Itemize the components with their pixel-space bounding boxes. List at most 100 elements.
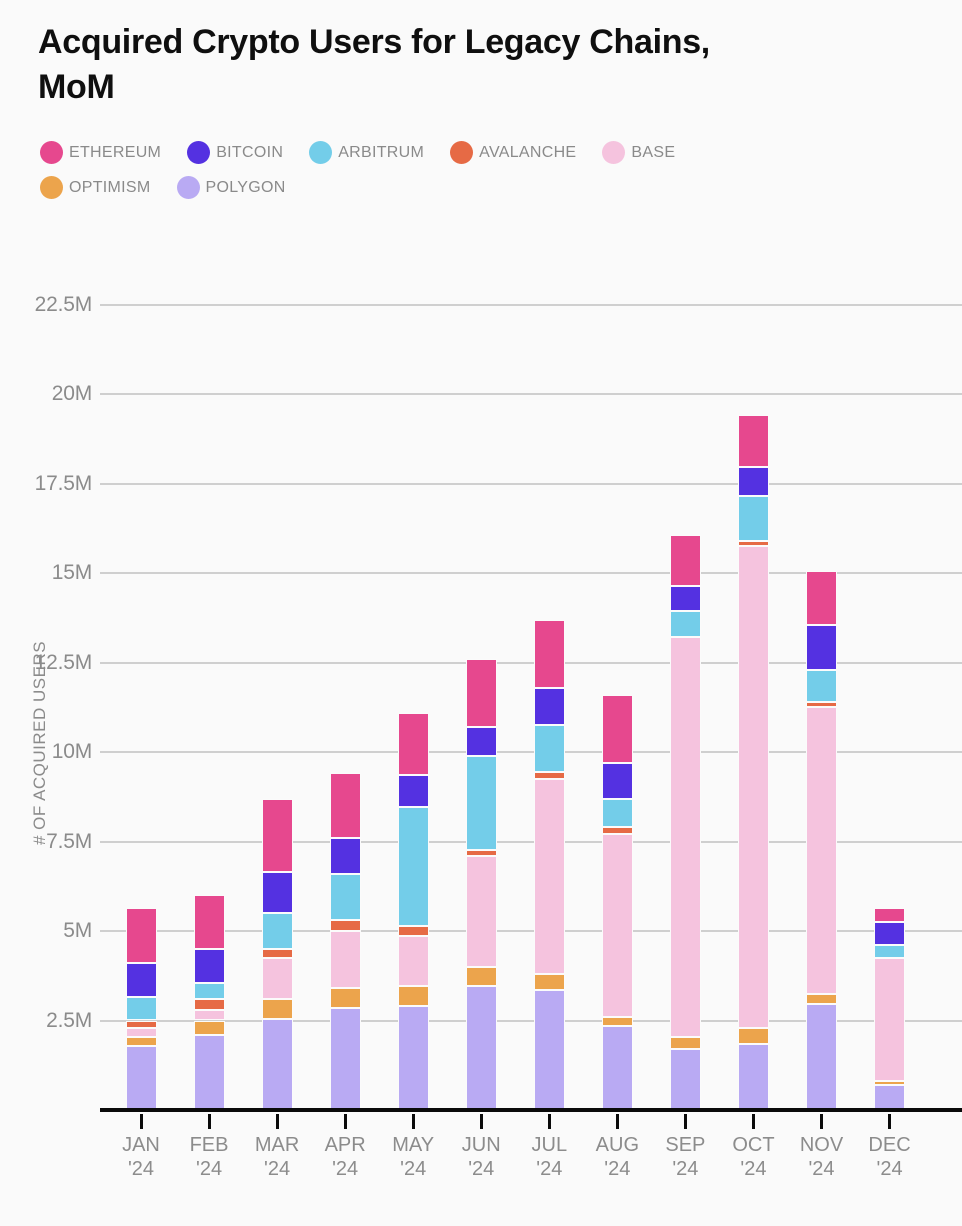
- bar-segment-polygon-oct[interactable]: [737, 1043, 769, 1110]
- x-tick: [683, 1114, 687, 1129]
- bar-segment-ethereum-jan[interactable]: [125, 907, 157, 964]
- bar-segment-avalanche-apr[interactable]: [329, 920, 361, 931]
- bar-segment-arbitrum-dec[interactable]: [874, 945, 906, 958]
- bar-segment-base-aug[interactable]: [601, 834, 633, 1017]
- bar-segment-avalanche-nov[interactable]: [806, 701, 837, 708]
- bar-segment-bitcoin-jul[interactable]: [533, 687, 565, 726]
- bar-segment-polygon-jan[interactable]: [125, 1045, 157, 1110]
- bar-segment-bitcoin-nov[interactable]: [806, 624, 837, 670]
- bar-segment-arbitrum-apr[interactable]: [329, 873, 361, 921]
- bar-segment-polygon-jun[interactable]: [465, 986, 497, 1110]
- bar-segment-ethereum-feb[interactable]: [193, 895, 225, 949]
- bar-segment-arbitrum-aug[interactable]: [601, 798, 633, 828]
- bar-segment-optimism-jul[interactable]: [533, 973, 565, 991]
- bar-segment-avalanche-jul[interactable]: [533, 771, 565, 779]
- bar-segment-bitcoin-mar[interactable]: [261, 871, 293, 914]
- bar-segment-base-sep[interactable]: [669, 637, 701, 1037]
- bar-segment-polygon-jul[interactable]: [533, 990, 565, 1110]
- legend-item-arbitrum[interactable]: ARBITRUM: [309, 141, 424, 164]
- bar-segment-polygon-may[interactable]: [397, 1006, 429, 1110]
- base-swatch-icon: [602, 141, 626, 164]
- bar-segment-optimism-feb[interactable]: [193, 1020, 225, 1035]
- bar-segment-ethereum-apr[interactable]: [329, 773, 361, 838]
- bar-segment-ethereum-jun[interactable]: [465, 658, 497, 727]
- y-tick-label: 5M: [63, 919, 92, 942]
- bar-segment-polygon-feb[interactable]: [193, 1034, 225, 1110]
- bar-segment-arbitrum-feb[interactable]: [193, 982, 225, 1000]
- bar-segment-ethereum-oct[interactable]: [737, 415, 769, 468]
- bar-segment-base-may[interactable]: [397, 936, 429, 987]
- bar-segment-optimism-sep[interactable]: [669, 1036, 701, 1050]
- bar-segment-base-nov[interactable]: [806, 707, 837, 994]
- bar-segment-base-jan[interactable]: [125, 1027, 157, 1037]
- bar-segment-bitcoin-may[interactable]: [397, 775, 429, 808]
- ethereum-swatch-icon: [40, 141, 63, 164]
- bar-segment-avalanche-mar[interactable]: [261, 948, 293, 958]
- y-tick-label: 12.5M: [34, 650, 93, 674]
- x-tick: [615, 1114, 619, 1129]
- bar-segment-ethereum-nov[interactable]: [806, 571, 837, 625]
- bar-segment-polygon-aug[interactable]: [601, 1025, 633, 1110]
- bar-segment-optimism-jan[interactable]: [125, 1036, 157, 1046]
- y-tick-label: 10M: [51, 740, 92, 763]
- legend-item-polygon[interactable]: POLYGON: [176, 176, 286, 199]
- bar-segment-optimism-aug[interactable]: [601, 1016, 633, 1026]
- bar-segment-arbitrum-may[interactable]: [397, 807, 429, 926]
- bar-segment-bitcoin-dec[interactable]: [874, 922, 906, 946]
- bar-segment-polygon-sep[interactable]: [669, 1049, 701, 1110]
- bar-segment-ethereum-sep[interactable]: [669, 535, 701, 586]
- bar-segment-avalanche-aug[interactable]: [601, 827, 633, 835]
- gridline-15m: [100, 572, 962, 574]
- bar-segment-base-dec[interactable]: [874, 957, 906, 1082]
- bar-segment-avalanche-may[interactable]: [397, 925, 429, 937]
- bitcoin-swatch-icon: [187, 141, 211, 164]
- bar-segment-ethereum-aug[interactable]: [601, 694, 633, 763]
- bar-segment-base-apr[interactable]: [329, 931, 361, 989]
- bar-segment-base-jul[interactable]: [533, 778, 565, 974]
- bar-segment-optimism-may[interactable]: [397, 986, 429, 1007]
- x-tick: [820, 1114, 823, 1129]
- bar-segment-arbitrum-jan[interactable]: [125, 997, 157, 1021]
- bar-segment-arbitrum-nov[interactable]: [806, 669, 837, 702]
- bar-segment-ethereum-jul[interactable]: [533, 619, 565, 688]
- bar-segment-bitcoin-apr[interactable]: [329, 837, 361, 874]
- bar-segment-base-oct[interactable]: [737, 546, 769, 1028]
- legend-item-avalanche[interactable]: AVALANCHE: [450, 141, 576, 164]
- bar-segment-optimism-mar[interactable]: [261, 999, 293, 1019]
- bar-segment-arbitrum-jun[interactable]: [465, 755, 497, 851]
- bar-segment-polygon-apr[interactable]: [329, 1007, 361, 1110]
- bar-segment-bitcoin-jun[interactable]: [465, 726, 497, 756]
- bar-segment-base-jun[interactable]: [465, 855, 497, 967]
- bar-segment-base-feb[interactable]: [193, 1009, 225, 1021]
- bar-segment-base-mar[interactable]: [261, 957, 293, 999]
- bar-segment-bitcoin-aug[interactable]: [601, 762, 633, 799]
- legend-item-base[interactable]: BASE: [602, 141, 675, 164]
- bar-segment-optimism-nov[interactable]: [806, 993, 837, 1005]
- bar-segment-polygon-nov[interactable]: [806, 1004, 837, 1110]
- bar-segment-bitcoin-sep[interactable]: [669, 585, 701, 611]
- bar-segment-optimism-jun[interactable]: [465, 966, 497, 987]
- bar-segment-optimism-apr[interactable]: [329, 988, 361, 1008]
- bar-segment-avalanche-jan[interactable]: [125, 1020, 157, 1028]
- bar-segment-arbitrum-jul[interactable]: [533, 725, 565, 772]
- bar-segment-arbitrum-sep[interactable]: [669, 610, 701, 638]
- bar-segment-ethereum-mar[interactable]: [261, 798, 293, 872]
- bar-segment-ethereum-dec[interactable]: [874, 907, 906, 923]
- bar-segment-arbitrum-oct[interactable]: [737, 496, 769, 541]
- bar-segment-bitcoin-jan[interactable]: [125, 963, 157, 998]
- bar-segment-bitcoin-oct[interactable]: [737, 467, 769, 496]
- x-axis-label-nov: NOV '24: [799, 1134, 844, 1180]
- bar-segment-polygon-mar[interactable]: [261, 1018, 293, 1110]
- bar-segment-optimism-dec[interactable]: [874, 1081, 906, 1085]
- bar-segment-optimism-oct[interactable]: [737, 1027, 769, 1044]
- bar-segment-avalanche-jun[interactable]: [465, 850, 497, 856]
- bar-segment-avalanche-feb[interactable]: [193, 999, 225, 1010]
- bar-segment-arbitrum-mar[interactable]: [261, 913, 293, 949]
- bar-segment-polygon-dec[interactable]: [874, 1084, 906, 1110]
- legend-item-ethereum[interactable]: ETHEREUM: [40, 141, 161, 164]
- legend-item-optimism[interactable]: OPTIMISM: [40, 176, 151, 199]
- bar-segment-avalanche-oct[interactable]: [737, 540, 769, 547]
- bar-segment-ethereum-may[interactable]: [397, 712, 429, 776]
- legend-item-bitcoin[interactable]: BITCOIN: [187, 141, 283, 164]
- bar-segment-bitcoin-feb[interactable]: [193, 948, 225, 983]
